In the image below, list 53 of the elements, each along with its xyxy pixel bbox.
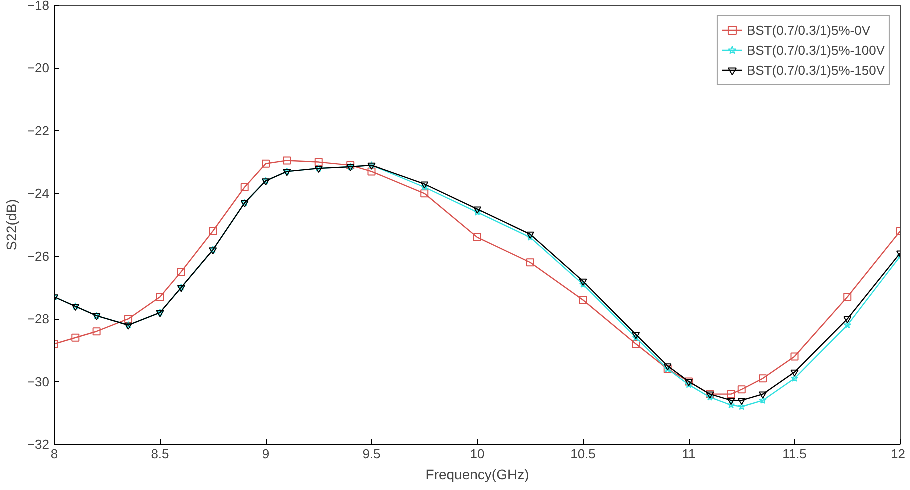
point — [474, 234, 482, 242]
point — [790, 370, 799, 377]
x-tick-label: 10 — [470, 446, 485, 462]
x-tick-label: 9.5 — [362, 446, 381, 462]
point — [727, 401, 736, 409]
point — [72, 334, 80, 342]
legend-label: BST(0.7/0.3/1)5%-150V — [746, 62, 885, 78]
point — [738, 386, 746, 394]
point — [240, 183, 249, 192]
point — [156, 293, 164, 302]
y-tick-label: −32 — [27, 437, 50, 452]
x-tick-label: 12 — [891, 446, 906, 462]
point — [738, 402, 746, 410]
x-axis-title: Frequency(GHz) — [426, 466, 530, 482]
point — [283, 156, 292, 165]
point — [420, 190, 429, 198]
point — [579, 296, 588, 304]
point — [124, 315, 133, 324]
point — [759, 392, 768, 399]
point — [844, 316, 852, 324]
point — [209, 227, 218, 236]
point — [368, 168, 376, 176]
y-tick-label: −28 — [27, 312, 50, 327]
point — [759, 374, 768, 383]
point — [790, 352, 799, 361]
x-tick-label: 8 — [50, 446, 58, 462]
point — [632, 340, 640, 348]
x-tick-label: 8.5 — [151, 446, 170, 462]
point — [738, 398, 746, 406]
y-tick-label: −22 — [27, 123, 50, 138]
point — [844, 321, 852, 329]
point — [790, 374, 799, 382]
y-tick-label: −24 — [27, 186, 50, 202]
point — [727, 398, 736, 406]
point — [262, 160, 270, 168]
point — [92, 328, 101, 336]
y-axis-title: S22(dB) — [3, 199, 20, 251]
point — [844, 293, 852, 302]
x-tick-label: 10.5 — [570, 446, 596, 462]
point — [759, 396, 767, 404]
y-tick-label: −20 — [27, 60, 50, 76]
point — [727, 390, 736, 398]
point — [526, 258, 534, 267]
point — [314, 158, 323, 166]
y-tick-label: −18 — [27, 0, 50, 13]
x-tick-label: 11 — [682, 446, 696, 462]
x-tick-label: 11.5 — [782, 446, 807, 462]
y-tick-label: −30 — [27, 374, 50, 390]
y-tick-label: −26 — [27, 248, 50, 264]
legend-label: BST(0.7/0.3/1)5%-100V — [746, 42, 885, 58]
point — [177, 268, 186, 276]
x-tick-label: 9 — [262, 446, 270, 462]
legend-label: BST(0.7/0.3/1)5%-0V — [746, 22, 871, 38]
